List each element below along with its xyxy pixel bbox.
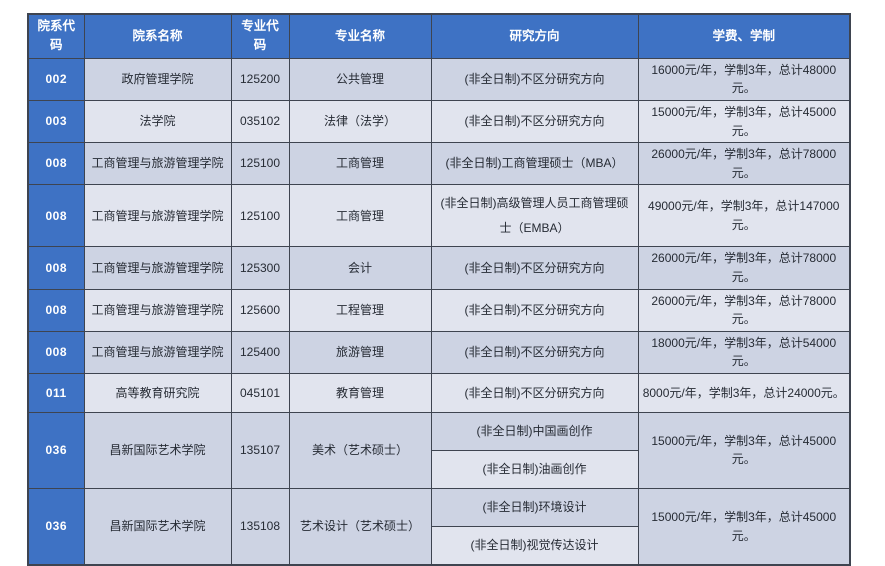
cell-tuition: 16000元/年，学制3年，总计48000元。 <box>637 57 851 101</box>
col-header-dept-code: 院系代码 <box>27 13 85 59</box>
cell-dept-code: 008 <box>27 142 85 186</box>
cell-tuition: 18000元/年，学制3年，总计54000元。 <box>637 330 851 374</box>
cell-major-name: 公共管理 <box>288 57 432 101</box>
cell-direction: (非全日制)不区分研究方向 <box>430 99 639 144</box>
cell-dept-name: 法学院 <box>83 99 232 144</box>
cell-tuition: 15000元/年，学制3年，总计45000元。 <box>637 99 851 144</box>
tuition-table: 院系代码 院系名称 专业代码 专业名称 研究方向 学费、学制 002 政府管理学… <box>27 13 851 566</box>
cell-major-name: 工商管理 <box>288 184 432 248</box>
cell-dept-name: 高等教育研究院 <box>83 372 232 413</box>
table-row: 011 高等教育研究院 045101 教育管理 (非全日制)不区分研究方向 80… <box>27 372 851 413</box>
cell-major-name: 艺术设计（艺术硕士） <box>288 487 432 566</box>
tuition-table-container: 院系代码 院系名称 专业代码 专业名称 研究方向 学费、学制 002 政府管理学… <box>27 13 851 566</box>
cell-direction: (非全日制)不区分研究方向 <box>430 330 639 374</box>
cell-direction: (非全日制)不区分研究方向 <box>430 372 639 413</box>
table-row: 008 工商管理与旅游管理学院 125300 会计 (非全日制)不区分研究方向 … <box>27 246 851 290</box>
cell-dept-name: 工商管理与旅游管理学院 <box>83 288 232 332</box>
cell-dept-code: 008 <box>27 330 85 374</box>
cell-major-name: 教育管理 <box>288 372 432 413</box>
col-header-major-name: 专业名称 <box>288 13 432 59</box>
cell-tuition: 26000元/年，学制3年，总计78000元。 <box>637 288 851 332</box>
cell-major-name: 工程管理 <box>288 288 432 332</box>
cell-tuition: 15000元/年，学制3年，总计45000元。 <box>637 487 851 566</box>
cell-dept-code: 002 <box>27 57 85 101</box>
cell-dept-code: 003 <box>27 99 85 144</box>
cell-direction: (非全日制)高级管理人员工商管理硕士（EMBA） <box>430 184 639 248</box>
cell-dept-name: 工商管理与旅游管理学院 <box>83 330 232 374</box>
cell-major-code: 125100 <box>230 184 290 248</box>
cell-dept-code: 011 <box>27 372 85 413</box>
table-row: 002 政府管理学院 125200 公共管理 (非全日制)不区分研究方向 160… <box>27 57 851 101</box>
cell-direction: (非全日制)工商管理硕士（MBA） <box>430 142 639 186</box>
table-row: 003 法学院 035102 法律（法学） (非全日制)不区分研究方向 1500… <box>27 99 851 144</box>
col-header-tuition: 学费、学制 <box>637 13 851 59</box>
cell-direction: (非全日制)不区分研究方向 <box>430 288 639 332</box>
cell-major-code: 125600 <box>230 288 290 332</box>
cell-major-name: 法律（法学） <box>288 99 432 144</box>
cell-dept-name: 工商管理与旅游管理学院 <box>83 184 232 248</box>
cell-major-code: 135108 <box>230 487 290 566</box>
table-header-row: 院系代码 院系名称 专业代码 专业名称 研究方向 学费、学制 <box>27 13 851 59</box>
table-row: 008 工商管理与旅游管理学院 125600 工程管理 (非全日制)不区分研究方… <box>27 288 851 332</box>
cell-direction: (非全日制)视觉传达设计 <box>430 525 639 566</box>
cell-tuition: 49000元/年，学制3年，总计147000元。 <box>637 184 851 248</box>
col-header-major-code: 专业代码 <box>230 13 290 59</box>
cell-major-code: 125100 <box>230 142 290 186</box>
cell-dept-code: 008 <box>27 184 85 248</box>
table-row: 036 昌新国际艺术学院 135107 美术（艺术硕士） (非全日制)中国画创作… <box>27 411 851 489</box>
cell-major-code: 125400 <box>230 330 290 374</box>
table-row: 036 昌新国际艺术学院 135108 艺术设计（艺术硕士） (非全日制)环境设… <box>27 487 851 566</box>
table-row: 008 工商管理与旅游管理学院 125400 旅游管理 (非全日制)不区分研究方… <box>27 330 851 374</box>
cell-dept-name: 工商管理与旅游管理学院 <box>83 246 232 290</box>
cell-direction: (非全日制)中国画创作 <box>430 411 639 451</box>
cell-major-code: 125300 <box>230 246 290 290</box>
cell-dept-code: 008 <box>27 246 85 290</box>
cell-dept-name: 昌新国际艺术学院 <box>83 411 232 489</box>
cell-dept-code: 008 <box>27 288 85 332</box>
cell-dept-code: 036 <box>27 411 85 489</box>
cell-major-name: 美术（艺术硕士） <box>288 411 432 489</box>
cell-major-code: 045101 <box>230 372 290 413</box>
cell-major-name: 工商管理 <box>288 142 432 186</box>
cell-direction: (非全日制)不区分研究方向 <box>430 57 639 101</box>
cell-tuition: 26000元/年，学制3年，总计78000元。 <box>637 142 851 186</box>
cell-dept-name: 工商管理与旅游管理学院 <box>83 142 232 186</box>
cell-direction: (非全日制)油画创作 <box>430 449 639 489</box>
cell-major-code: 125200 <box>230 57 290 101</box>
col-header-direction: 研究方向 <box>430 13 639 59</box>
cell-direction: (非全日制)不区分研究方向 <box>430 246 639 290</box>
cell-direction: (非全日制)环境设计 <box>430 487 639 527</box>
cell-major-name: 旅游管理 <box>288 330 432 374</box>
col-header-dept-name: 院系名称 <box>83 13 232 59</box>
cell-tuition: 15000元/年，学制3年，总计45000元。 <box>637 411 851 489</box>
cell-dept-name: 政府管理学院 <box>83 57 232 101</box>
cell-major-code: 135107 <box>230 411 290 489</box>
cell-tuition: 26000元/年，学制3年，总计78000元。 <box>637 246 851 290</box>
table-row: 008 工商管理与旅游管理学院 125100 工商管理 (非全日制)高级管理人员… <box>27 184 851 248</box>
cell-tuition: 8000元/年，学制3年，总计24000元。 <box>637 372 851 413</box>
cell-major-code: 035102 <box>230 99 290 144</box>
table-subrow: (非全日制)油画创作 <box>28 449 850 489</box>
cell-major-name: 会计 <box>288 246 432 290</box>
cell-dept-code: 036 <box>27 487 85 566</box>
table-row: 008 工商管理与旅游管理学院 125100 工商管理 (非全日制)工商管理硕士… <box>27 142 851 186</box>
cell-dept-name: 昌新国际艺术学院 <box>83 487 232 566</box>
